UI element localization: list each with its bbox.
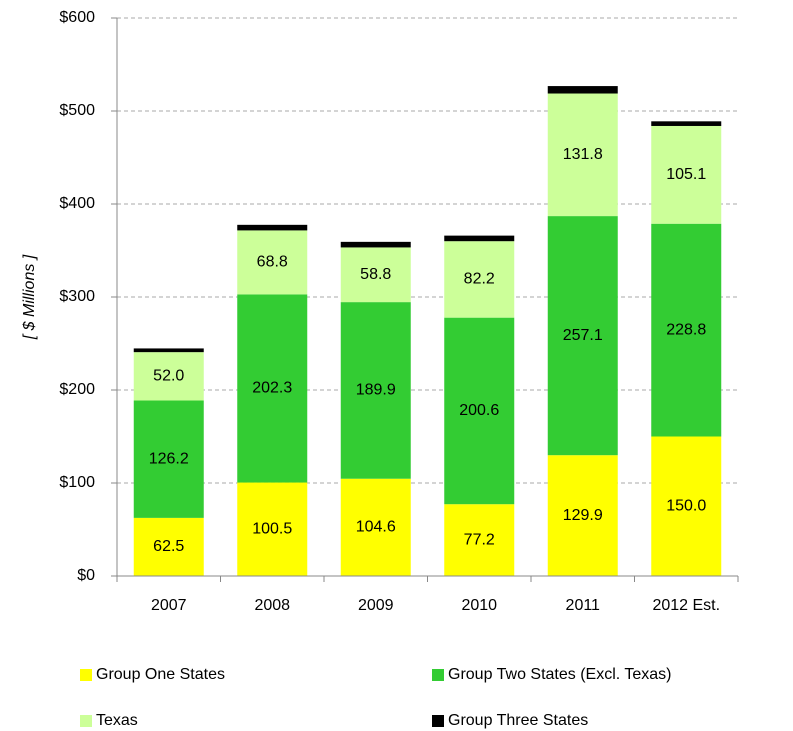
legend-swatch (80, 715, 92, 727)
data-label: 202.3 (252, 380, 292, 397)
data-label: 200.6 (459, 402, 499, 419)
y-tick-label: $200 (59, 381, 95, 398)
bar-segment (547, 455, 618, 576)
bar-segment (133, 352, 204, 401)
data-label: 68.8 (257, 254, 288, 271)
data-label: 228.8 (666, 321, 706, 338)
bar-segment (547, 93, 618, 217)
data-label: 104.6 (356, 519, 396, 536)
data-label: 126.2 (149, 450, 189, 467)
x-tick-label: 2009 (358, 597, 394, 614)
x-tick-label: 2007 (151, 597, 187, 614)
data-label: 100.5 (252, 520, 292, 537)
bar-segment (444, 317, 515, 505)
bar-segment (651, 436, 722, 576)
x-tick-label: 2011 (566, 597, 601, 614)
bar-segment (651, 121, 722, 126)
y-tick-label: $300 (59, 288, 95, 305)
data-label: 189.9 (356, 382, 396, 399)
bar-segment (547, 216, 618, 456)
data-label: 131.8 (563, 146, 603, 163)
bar-segment (444, 241, 515, 318)
bar-segment (237, 230, 308, 295)
legend-label: Group Three States (448, 712, 588, 729)
data-label: 257.1 (563, 327, 603, 344)
data-label: 52.0 (153, 368, 184, 385)
bar-segment (444, 504, 515, 576)
y-tick-label: $500 (59, 102, 95, 119)
y-axis-label: [ $ Millions ] (21, 254, 38, 340)
data-label: 77.2 (464, 531, 495, 548)
data-label: 105.1 (666, 166, 706, 183)
y-tick-label: $100 (59, 474, 95, 491)
bar-segment (237, 294, 308, 483)
bar-segment (340, 247, 411, 303)
legend-swatch (80, 669, 92, 681)
bar-segment (547, 86, 618, 94)
legend-label: Group One States (96, 666, 225, 683)
y-tick-label: $400 (59, 195, 95, 212)
bar-segment (651, 223, 722, 437)
x-tick-label: 2012 Est. (652, 597, 720, 614)
bar-segment (237, 482, 308, 576)
bar-segment (651, 125, 722, 224)
bar-segment (237, 224, 308, 231)
x-tick-label: 2010 (461, 597, 497, 614)
legend-label: Texas (96, 712, 138, 729)
data-label: 58.8 (360, 266, 391, 283)
bar-segment (340, 478, 411, 576)
y-tick-label: $600 (59, 9, 95, 26)
data-label: 129.9 (563, 507, 603, 524)
data-label: 150.0 (666, 497, 706, 514)
bar-segment (444, 235, 515, 242)
legend-swatch (432, 669, 444, 681)
legend-swatch (432, 715, 444, 727)
bar-segment (133, 517, 204, 576)
data-label: 62.5 (153, 538, 184, 555)
bar-segment (340, 241, 411, 248)
data-label: 82.2 (464, 271, 495, 288)
bar-segment (340, 302, 411, 479)
legend-label: Group Two States (Excl. Texas) (448, 666, 672, 683)
bar-segment (133, 348, 204, 353)
x-tick-label: 2008 (254, 597, 290, 614)
y-tick-label: $0 (77, 567, 95, 584)
bar-segment (133, 400, 204, 518)
